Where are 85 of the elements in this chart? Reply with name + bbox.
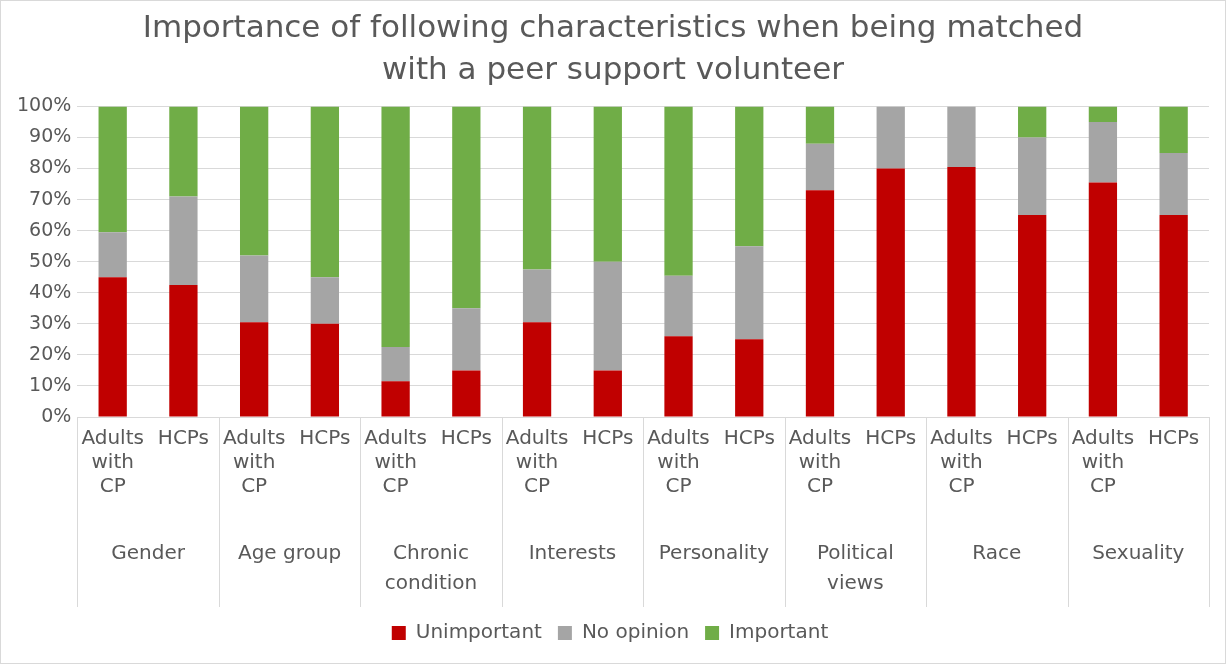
- y-tick-label: 50%: [29, 248, 72, 271]
- bar: [735, 339, 764, 417]
- bar: [522, 322, 552, 417]
- bar: [593, 261, 622, 371]
- bar: [452, 106, 481, 309]
- x-tick-label: Adults with CP: [222, 425, 286, 498]
- y-tick-label: 100%: [16, 93, 72, 116]
- bar: [240, 255, 269, 323]
- x-tick-label: HCPs: [582, 425, 634, 450]
- y-tick-label: 90%: [29, 124, 72, 147]
- x-tick-label: Adults with CP: [930, 425, 993, 498]
- bar: [310, 106, 340, 278]
- text: Race: [972, 540, 1022, 565]
- x-tick-label: Adults with CP: [788, 425, 852, 498]
- y-tick-label: 0%: [41, 403, 72, 426]
- legend-label: Unimportant: [415, 619, 543, 644]
- x-tick-label: HCPs: [723, 425, 775, 450]
- x-tick-label: HCPs: [299, 425, 351, 450]
- x-tick-label: HCPs: [1148, 425, 1200, 450]
- y-tick-label: 30%: [29, 310, 72, 333]
- legend-label: Important: [729, 619, 829, 644]
- x-tick-label: Adults with CP: [647, 425, 710, 498]
- bar: [169, 196, 198, 285]
- bar: [664, 106, 693, 276]
- bar: [452, 308, 481, 371]
- x-tick-label: HCPs: [865, 425, 917, 450]
- bar: [876, 168, 905, 417]
- bar: [1088, 121, 1118, 183]
- y-tick-label: 40%: [29, 279, 72, 302]
- bar: [381, 347, 410, 382]
- bar: [452, 370, 481, 417]
- bar: [169, 285, 198, 417]
- x-tick-label: Adults with CP: [81, 425, 144, 498]
- bar: [805, 143, 835, 191]
- bar: [593, 106, 622, 262]
- y-tick-label: 60%: [29, 217, 72, 240]
- bar: [522, 269, 552, 323]
- x-tick-label: HCPs: [440, 425, 492, 450]
- bar: [310, 323, 340, 417]
- bar: [1159, 152, 1188, 216]
- bar: [98, 232, 127, 278]
- bar: [876, 106, 905, 169]
- y-tick-label: 20%: [29, 341, 72, 364]
- bar: [169, 106, 198, 197]
- bar: [1159, 215, 1188, 417]
- bar: [947, 166, 976, 417]
- x-tick-label: HCPs: [157, 425, 209, 450]
- bar: [1018, 137, 1047, 216]
- bar: [664, 275, 693, 337]
- text: Personality: [658, 540, 770, 565]
- bar: [947, 106, 976, 167]
- bar: [735, 246, 764, 340]
- x-tick-label: HCPs: [1006, 425, 1058, 450]
- bar: [1018, 106, 1047, 138]
- bar: [664, 336, 693, 417]
- y-tick-label: 70%: [29, 186, 72, 209]
- bar: [381, 381, 410, 417]
- x-tick-label: Adults with CP: [1071, 425, 1135, 498]
- text: Interests: [528, 540, 617, 565]
- legend-label: No opinion: [581, 619, 690, 644]
- bar: [593, 370, 622, 417]
- bar: [1018, 215, 1047, 417]
- text: Sexuality: [1092, 540, 1185, 565]
- bar: [805, 106, 835, 144]
- bar: [1088, 182, 1118, 417]
- chart-title: Importance of following characteristics when being matched with a peer support volunteer: [141, 7, 1085, 88]
- bar: [381, 106, 410, 348]
- bar: [522, 106, 552, 270]
- bar: [805, 190, 835, 417]
- text: Political views: [816, 540, 894, 595]
- bar: [735, 106, 764, 247]
- text: Chronic condition: [384, 540, 478, 595]
- bar: [1159, 106, 1188, 153]
- bar: [240, 322, 269, 417]
- x-tick-label: Adults with CP: [505, 425, 569, 498]
- bar: [98, 277, 127, 417]
- bar: [240, 106, 269, 256]
- x-tick-label: Adults with CP: [364, 425, 427, 498]
- text: Age group: [237, 540, 342, 565]
- y-tick-label: 10%: [29, 372, 72, 395]
- text: Gender: [111, 540, 186, 565]
- y-tick-label: 80%: [29, 155, 72, 178]
- bar: [310, 277, 340, 324]
- bar: [98, 106, 127, 233]
- bar: [1088, 106, 1118, 122]
